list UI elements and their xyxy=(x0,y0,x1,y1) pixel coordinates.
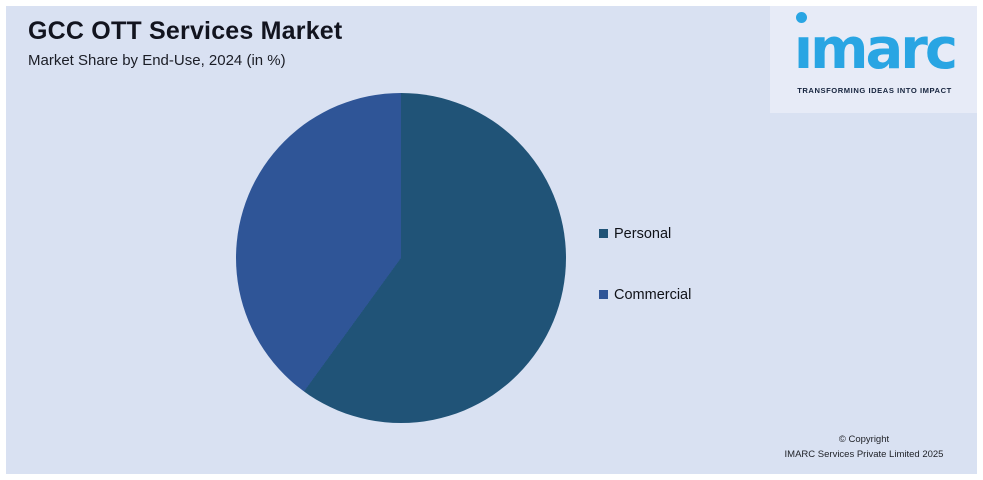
chart-subtitle: Market Share by End-Use, 2024 (in %) xyxy=(28,52,286,69)
chart-background: GCC OTT Services Market Market Share by … xyxy=(6,6,977,474)
copyright-notice: © Copyright IMARC Services Private Limit… xyxy=(759,434,969,460)
legend-item-personal: Personal xyxy=(599,224,691,243)
legend-swatch xyxy=(599,229,608,238)
imarc-logo: ımarc TRANSFORMING IDEAS INTO IMPACT xyxy=(770,6,977,113)
copyright-line2: IMARC Services Private Limited 2025 xyxy=(784,449,944,460)
chart-title: GCC OTT Services Market xyxy=(28,17,343,45)
legend-item-commercial: Commercial xyxy=(599,285,691,304)
copyright-line1: © Copyright xyxy=(838,434,890,445)
pie-chart xyxy=(236,93,566,423)
legend-label-commercial: Commercial xyxy=(614,286,692,303)
legend: Personal Commercial xyxy=(599,224,691,346)
legend-label-personal: Personal xyxy=(614,225,672,242)
logo-brand-text: ımarc xyxy=(793,17,958,82)
logo-i-dot xyxy=(796,12,807,23)
logo-tagline: TRANSFORMING IDEAS INTO IMPACT xyxy=(797,86,952,95)
legend-swatch xyxy=(599,290,608,299)
